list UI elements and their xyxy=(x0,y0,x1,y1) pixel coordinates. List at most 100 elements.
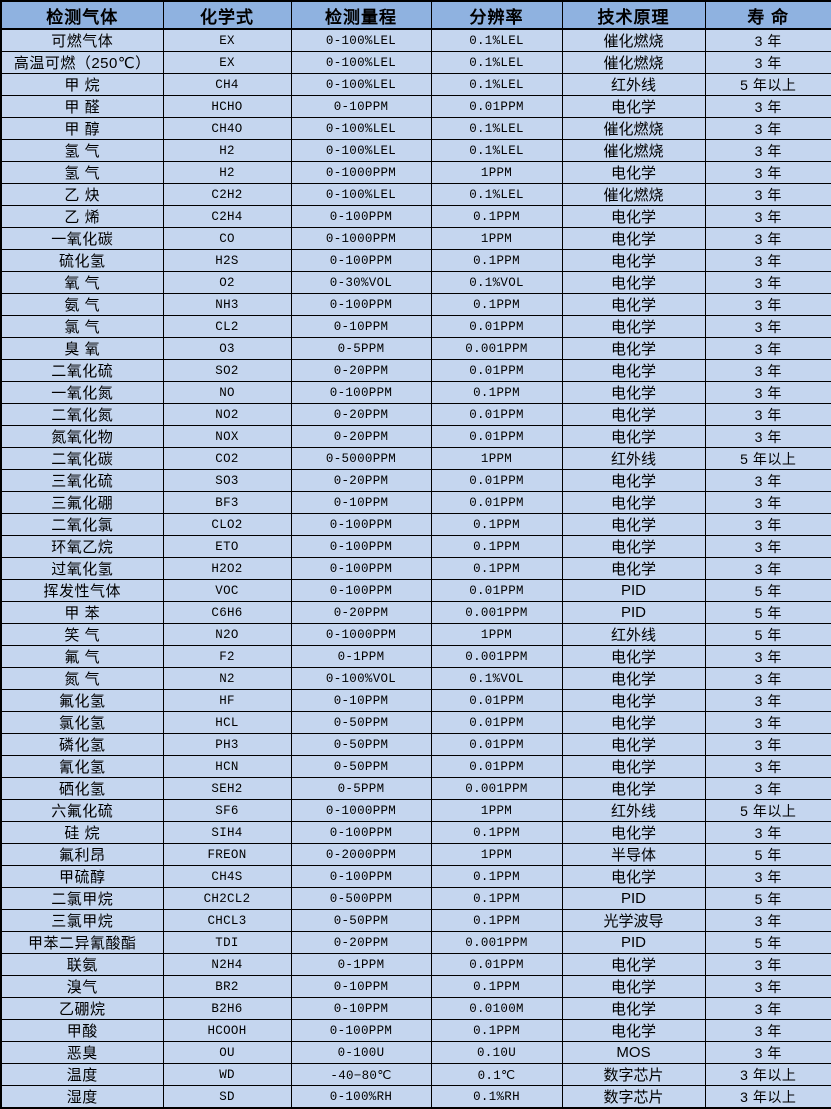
cell-range: 0-10PPM xyxy=(290,975,432,998)
cell-range: 0-1PPM xyxy=(290,953,432,976)
cell-principle: 电化学 xyxy=(561,315,706,338)
cell-gas: 二氯甲烷 xyxy=(0,887,164,910)
table-row: 环氧乙烷 ETO 0-100PPM 0.1PPM 电化学 3 年 xyxy=(0,535,831,558)
table-row: 氯 气 CL2 0-10PPM 0.01PPM 电化学 3 年 xyxy=(0,315,831,338)
cell-gas: 一氧化氮 xyxy=(0,381,164,404)
cell-formula: VOC xyxy=(162,579,292,602)
cell-gas: 二氧化氯 xyxy=(0,513,164,536)
cell-formula: HF xyxy=(162,689,292,712)
table-row: 氨 气 NH3 0-100PPM 0.1PPM 电化学 3 年 xyxy=(0,293,831,316)
table-row: 乙 炔 C2H2 0-100%LEL 0.1%LEL 催化燃烧 3 年 xyxy=(0,183,831,206)
cell-gas: 硒化氢 xyxy=(0,777,164,800)
cell-gas: 氮 气 xyxy=(0,667,164,690)
cell-principle: 电化学 xyxy=(561,359,706,382)
cell-gas: 甲 苯 xyxy=(0,601,164,624)
table-row: 乙硼烷 B2H6 0-10PPM 0.0100M 电化学 3 年 xyxy=(0,997,831,1020)
cell-gas: 乙 烯 xyxy=(0,205,164,228)
cell-formula: CH2CL2 xyxy=(162,887,292,910)
table-row: 甲硫醇 CH4S 0-100PPM 0.1PPM 电化学 3 年 xyxy=(0,865,831,888)
cell-resolution: 0.1PPM xyxy=(430,557,563,580)
cell-formula: BR2 xyxy=(162,975,292,998)
cell-gas: 二氧化硫 xyxy=(0,359,164,382)
cell-formula: H2 xyxy=(162,139,292,162)
table-row: 笑 气 N2O 0-1000PPM 1PPM 红外线 5 年 xyxy=(0,623,831,646)
cell-resolution: 0.01PPM xyxy=(430,315,563,338)
cell-gas: 硅 烷 xyxy=(0,821,164,844)
cell-life: 3 年 xyxy=(704,865,831,888)
cell-formula: CO xyxy=(162,227,292,250)
cell-range: 0-5PPM xyxy=(290,777,432,800)
cell-principle: 催化燃烧 xyxy=(561,183,706,206)
cell-range: 0-2000PPM xyxy=(290,843,432,866)
column-header-formula: 化学式 xyxy=(162,0,292,30)
cell-principle: 电化学 xyxy=(561,337,706,360)
cell-life: 3 年 xyxy=(704,1019,831,1042)
cell-resolution: 0.01PPM xyxy=(430,953,563,976)
cell-resolution: 0.1%LEL xyxy=(430,117,563,140)
cell-range: 0-50PPM xyxy=(290,755,432,778)
cell-formula: H2O2 xyxy=(162,557,292,580)
cell-resolution: 0.1%LEL xyxy=(430,139,563,162)
cell-life: 3 年 xyxy=(704,139,831,162)
cell-range: 0-100%VOL xyxy=(290,667,432,690)
cell-gas: 二氧化氮 xyxy=(0,403,164,426)
cell-range: 0-100PPM xyxy=(290,293,432,316)
cell-life: 3 年 xyxy=(704,95,831,118)
cell-range: 0-20PPM xyxy=(290,931,432,954)
cell-resolution: 0.1%LEL xyxy=(430,73,563,96)
cell-life: 3 年 xyxy=(704,161,831,184)
table-row: 氢 气 H2 0-100%LEL 0.1%LEL 催化燃烧 3 年 xyxy=(0,139,831,162)
cell-range: 0-100PPM xyxy=(290,865,432,888)
table-row: 甲 醇 CH4O 0-100%LEL 0.1%LEL 催化燃烧 3 年 xyxy=(0,117,831,140)
cell-principle: 半导体 xyxy=(561,843,706,866)
cell-principle: 红外线 xyxy=(561,447,706,470)
cell-life: 5 年 xyxy=(704,931,831,954)
cell-range: 0-100%LEL xyxy=(290,117,432,140)
cell-gas: 甲苯二异氰酸酯 xyxy=(0,931,164,954)
cell-gas: 臭 氧 xyxy=(0,337,164,360)
cell-life: 5 年以上 xyxy=(704,73,831,96)
cell-resolution: 0.10U xyxy=(430,1041,563,1064)
cell-range: 0-20PPM xyxy=(290,359,432,382)
cell-gas: 高温可燃（250℃） xyxy=(0,51,164,74)
cell-range: 0-100PPM xyxy=(290,381,432,404)
cell-gas: 氧 气 xyxy=(0,271,164,294)
cell-formula: C2H4 xyxy=(162,205,292,228)
cell-life: 3 年 xyxy=(704,645,831,668)
cell-principle: 催化燃烧 xyxy=(561,51,706,74)
cell-range: 0-100PPM xyxy=(290,205,432,228)
table-row: 溴气 BR2 0-10PPM 0.1PPM 电化学 3 年 xyxy=(0,975,831,998)
table-row: 二氧化硫 SO2 0-20PPM 0.01PPM 电化学 3 年 xyxy=(0,359,831,382)
cell-life: 3 年 xyxy=(704,315,831,338)
cell-life: 5 年以上 xyxy=(704,447,831,470)
table-row: 氰化氢 HCN 0-50PPM 0.01PPM 电化学 3 年 xyxy=(0,755,831,778)
cell-range: 0-20PPM xyxy=(290,403,432,426)
cell-resolution: 0.001PPM xyxy=(430,645,563,668)
cell-principle: PID xyxy=(561,601,706,624)
cell-resolution: 0.01PPM xyxy=(430,711,563,734)
column-header-life: 寿 命 xyxy=(704,0,831,30)
table-row: 硒化氢 SEH2 0-5PPM 0.001PPM 电化学 3 年 xyxy=(0,777,831,800)
cell-life: 3 年 xyxy=(704,28,831,52)
cell-range: 0-500PPM xyxy=(290,887,432,910)
cell-principle: 电化学 xyxy=(561,711,706,734)
cell-resolution: 0.01PPM xyxy=(430,689,563,712)
cell-life: 3 年以上 xyxy=(704,1085,831,1109)
cell-range: 0-10PPM xyxy=(290,997,432,1020)
cell-formula: CH4O xyxy=(162,117,292,140)
cell-formula: EX xyxy=(162,28,292,52)
cell-gas: 挥发性气体 xyxy=(0,579,164,602)
cell-gas: 过氧化氢 xyxy=(0,557,164,580)
table-row: 甲苯二异氰酸酯 TDI 0-20PPM 0.001PPM PID 5 年 xyxy=(0,931,831,954)
cell-formula: SD xyxy=(162,1085,292,1109)
cell-formula: CL2 xyxy=(162,315,292,338)
cell-life: 3 年 xyxy=(704,337,831,360)
cell-principle: PID xyxy=(561,931,706,954)
cell-principle: PID xyxy=(561,579,706,602)
cell-principle: 电化学 xyxy=(561,821,706,844)
cell-resolution: 0.1PPM xyxy=(430,381,563,404)
cell-principle: MOS xyxy=(561,1041,706,1064)
column-header-gas: 检测气体 xyxy=(0,0,164,30)
cell-principle: 电化学 xyxy=(561,1019,706,1042)
cell-resolution: 0.01PPM xyxy=(430,403,563,426)
